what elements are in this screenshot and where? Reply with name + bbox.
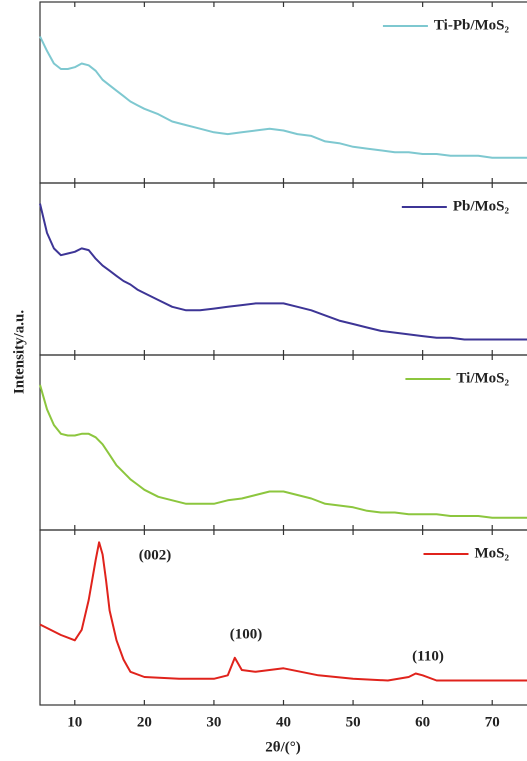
legend-label: Ti/MoS₂ (456, 370, 509, 386)
x-tick-label: 10 (67, 714, 82, 730)
y-axis-label: Intensity/a.u. (11, 310, 27, 394)
panel-frame (39, 354, 527, 531)
series-line (39, 203, 527, 341)
series-line (39, 35, 527, 159)
x-tick-label: 70 (485, 714, 500, 730)
series-line (39, 384, 527, 519)
x-tick-label: 40 (276, 714, 291, 730)
x-tick-label: 60 (415, 714, 430, 730)
x-tick-label: 50 (346, 714, 361, 730)
series-line (39, 541, 527, 682)
legend-label: Pb/MoS₂ (453, 198, 510, 214)
x-axis-label: 2θ/(°) (265, 739, 301, 755)
x-tick-label: 20 (137, 714, 152, 730)
annotation: (002) (139, 547, 172, 563)
annotation: (110) (412, 648, 444, 664)
legend-label: MoS₂ (475, 545, 510, 561)
legend-label: Ti-Pb/MoS₂ (434, 17, 510, 33)
x-tick-label: 30 (206, 714, 221, 730)
panel-frame (39, 529, 527, 706)
annotation: (100) (230, 626, 263, 642)
